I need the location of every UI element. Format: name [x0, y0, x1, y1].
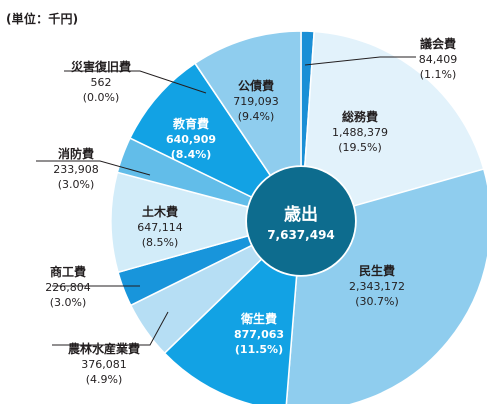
- leader-line-4: [52, 311, 169, 346]
- slice-label-percent-1: (19.5%): [338, 141, 382, 154]
- slice-label-value-5: 226,804: [45, 281, 91, 294]
- slice-10: [194, 30, 302, 177]
- slice-label-name-0: 議会費: [420, 36, 456, 51]
- leader-line-0: [304, 56, 416, 66]
- slice-label-percent-8: (8.4%): [171, 148, 212, 161]
- slice-label-name-5: 商工費: [50, 264, 86, 279]
- slice-label-name-9: 災害復旧費: [71, 59, 131, 74]
- slice-label-name-2: 民生費: [359, 263, 395, 278]
- slice-label-value-6: 647,114: [137, 221, 183, 234]
- slice-label-percent-2: (30.7%): [355, 295, 399, 308]
- slice-label-value-1: 1,488,379: [332, 126, 388, 139]
- slice-label-name-10: 公債費: [238, 78, 274, 93]
- center-total: 7,637,494: [267, 228, 335, 242]
- slice-label-name-7: 消防費: [58, 146, 94, 161]
- slice-label-name-4: 農林水産業費: [68, 341, 140, 356]
- slice-label-value-3: 877,063: [234, 328, 284, 341]
- slice-label-value-9: 562: [91, 76, 112, 89]
- center-circle: [247, 167, 355, 275]
- slice-label-name-6: 土木費: [142, 204, 178, 219]
- slice-label-percent-5: (3.0%): [50, 296, 87, 309]
- slice-label-percent-10: (9.4%): [238, 110, 275, 123]
- slice-3: [163, 258, 298, 404]
- slice-label-name-1: 総務費: [342, 109, 378, 124]
- slice-label-value-2: 2,343,172: [349, 280, 405, 293]
- leader-line-7: [36, 160, 151, 176]
- slice-label-percent-3: (11.5%): [235, 343, 283, 356]
- unit-label: (単位：千円): [6, 12, 79, 26]
- slice-label-value-4: 376,081: [81, 358, 127, 371]
- slice-label-value-10: 719,093: [233, 95, 279, 108]
- slice-label-percent-4: (4.9%): [86, 373, 123, 386]
- slice-label-name-8: 教育費: [172, 116, 209, 131]
- slice-label-name-3: 衛生費: [240, 311, 277, 326]
- slice-label-percent-7: (3.0%): [58, 178, 95, 191]
- leader-line-9: [64, 70, 207, 94]
- slice-label-percent-9: (0.0%): [83, 91, 120, 104]
- slice-1: [304, 30, 485, 207]
- slice-2: [285, 168, 487, 404]
- slice-label-percent-0: (1.1%): [420, 68, 457, 81]
- center-title: 歳出: [284, 204, 318, 225]
- slice-label-value-7: 233,908: [53, 163, 99, 176]
- slice-label-value-8: 640,909: [166, 133, 216, 146]
- slice-label-percent-6: (8.5%): [142, 236, 179, 249]
- slice-label-value-0: 84,409: [419, 53, 458, 66]
